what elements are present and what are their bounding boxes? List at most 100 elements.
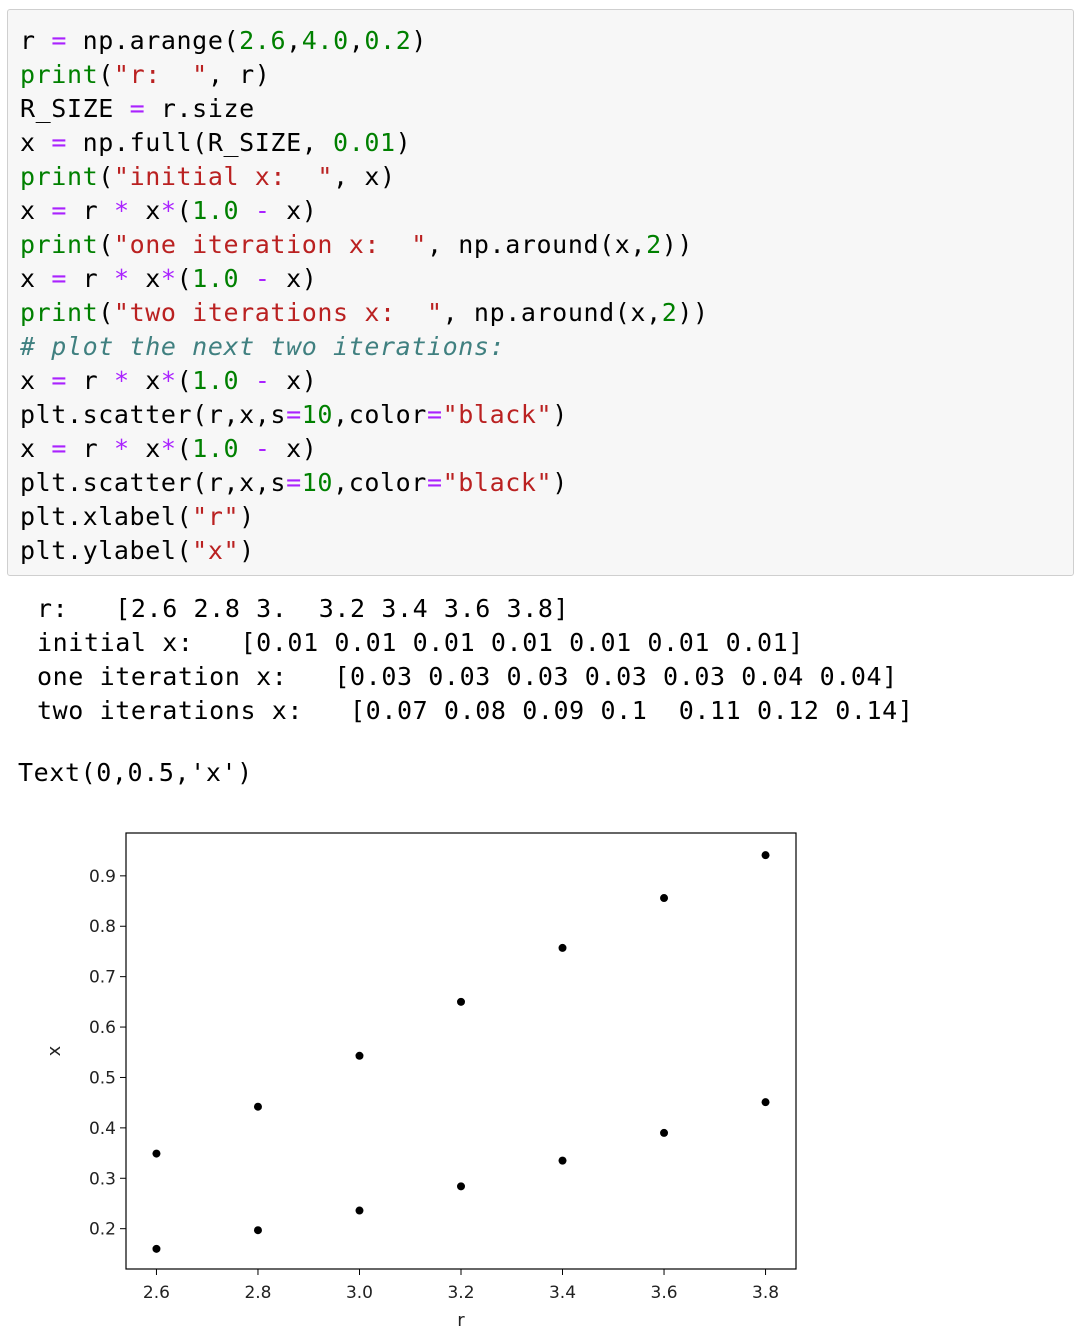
code-token: 1.0 bbox=[192, 434, 240, 463]
code-token: "two iterations x: " bbox=[113, 298, 443, 327]
y-tick-label: 0.8 bbox=[89, 917, 116, 937]
stdout-line: one iteration x: [0.03 0.03 0.03 0.03 0.… bbox=[37, 662, 898, 691]
code-token: , bbox=[348, 26, 365, 55]
y-tick-label: 0.6 bbox=[89, 1018, 116, 1038]
x-tick-label: 3.6 bbox=[651, 1283, 678, 1303]
plot-area-frame bbox=[125, 832, 797, 1270]
code-token: x bbox=[129, 196, 161, 225]
code-token: = bbox=[286, 468, 302, 497]
scatter-point bbox=[558, 1156, 567, 1165]
code-line: plt.ylabel("x") bbox=[20, 534, 709, 568]
code-token: , bbox=[286, 26, 302, 55]
code-token: = bbox=[51, 26, 67, 55]
code-token: R_SIZE bbox=[20, 94, 130, 123]
code-line: # plot the next two iterations: bbox=[20, 330, 709, 364]
code-token: np.full(R_SIZE, bbox=[66, 128, 334, 157]
execute-result: Text(0,0.5,'x') bbox=[18, 758, 253, 787]
scatter-point bbox=[558, 943, 567, 952]
code-token bbox=[239, 196, 255, 225]
code-cell[interactable]: r = np.arange(2.6,4.0,0.2) print("r: ", r… bbox=[7, 9, 1074, 576]
code-token: print bbox=[20, 230, 99, 259]
code-token: r bbox=[20, 26, 52, 55]
code-line: print("two iterations x: ", np.around(x,… bbox=[20, 296, 709, 330]
scatter-point bbox=[457, 1182, 465, 1191]
scatter-point bbox=[761, 851, 770, 860]
code-token: * bbox=[113, 434, 130, 463]
scatter-point bbox=[253, 1226, 262, 1235]
code-line: plt.xlabel("r") bbox=[20, 500, 709, 534]
code-token bbox=[239, 366, 255, 395]
x-tick-label: 3.8 bbox=[752, 1283, 779, 1303]
code-token: "x" bbox=[192, 536, 240, 565]
code-token: 1.0 bbox=[192, 366, 240, 395]
code-token: - bbox=[254, 264, 271, 293]
x-axis-ticks: 2.6 2.8 3.0 3.2 3.4 3.6 3.8 bbox=[143, 1269, 779, 1303]
code-token: x) bbox=[270, 196, 318, 225]
code-line: print("r: ", r) bbox=[20, 58, 709, 92]
scatter-point bbox=[152, 1149, 161, 1158]
code-token: ) bbox=[239, 536, 255, 565]
scatter-point bbox=[355, 1206, 364, 1215]
code-token: ) bbox=[239, 502, 255, 531]
code-line: x = r * x*(1.0 - x) bbox=[20, 432, 709, 466]
code-token: , np.around(x, bbox=[442, 298, 662, 327]
code-token: r bbox=[66, 264, 114, 293]
code-token: x bbox=[129, 434, 161, 463]
code-token: 2 bbox=[646, 230, 662, 259]
code-token: * bbox=[113, 196, 130, 225]
code-token: 0.01 bbox=[333, 128, 396, 157]
code-token: ,color bbox=[333, 468, 427, 497]
code-token: ( bbox=[176, 434, 193, 463]
code-token: "black" bbox=[442, 400, 553, 429]
code-token: r.size bbox=[145, 94, 255, 123]
code-token: ( bbox=[176, 196, 193, 225]
data-points bbox=[152, 851, 770, 1253]
code-token: = bbox=[51, 434, 67, 463]
code-token: - bbox=[254, 196, 271, 225]
x-tick-label: 3.0 bbox=[346, 1283, 373, 1303]
code-token bbox=[239, 434, 255, 463]
x-axis-label: r bbox=[457, 1310, 465, 1331]
code-token: "initial x: " bbox=[113, 162, 334, 191]
code-token: )) bbox=[661, 230, 694, 259]
code-line: r = np.arange(2.6,4.0,0.2) bbox=[20, 24, 709, 58]
code-token: x bbox=[20, 264, 52, 293]
code-token: print bbox=[20, 60, 99, 89]
scatter-point bbox=[660, 1128, 669, 1137]
scatter-point bbox=[761, 1098, 770, 1107]
code-line: plt.scatter(r,x,s=10,color="black") bbox=[20, 398, 709, 432]
code-token: ) bbox=[395, 128, 412, 157]
code-token: 2 bbox=[661, 298, 678, 327]
scatter-plot: 2.6 2.8 3.0 3.2 3.4 3.6 3.8 0.2 0.3 0.4 0.5 0.6 0.7… bbox=[40, 820, 810, 1340]
code-token: 10 bbox=[301, 468, 334, 497]
code-token: print bbox=[20, 298, 99, 327]
stdout-output: r: [2.6 2.8 3. 3.2 3.4 3.6 3.8] initial x… bbox=[37, 592, 913, 728]
code-token: 1.0 bbox=[192, 264, 240, 293]
code-token: ( bbox=[98, 230, 114, 259]
stdout-line: two iterations x: [0.07 0.08 0.09 0.1 0.… bbox=[37, 696, 914, 725]
code-line: x = r * x*(1.0 - x) bbox=[20, 364, 709, 398]
code-line: x = r * x*(1.0 - x) bbox=[20, 262, 709, 296]
code-token: x bbox=[20, 196, 52, 225]
code-token: x bbox=[20, 366, 52, 395]
code-editor[interactable]: r = np.arange(2.6,4.0,0.2) print("r: ", r… bbox=[20, 24, 709, 568]
scatter-point bbox=[355, 1051, 364, 1060]
y-axis-label: x bbox=[44, 1045, 65, 1056]
stdout-line: r: [2.6 2.8 3. 3.2 3.4 3.6 3.8] bbox=[37, 594, 570, 623]
scatter-point bbox=[152, 1244, 161, 1253]
code-token: 10 bbox=[301, 400, 334, 429]
code-line: x = np.full(R_SIZE, 0.01) bbox=[20, 126, 709, 160]
y-tick-label: 0.9 bbox=[89, 867, 116, 887]
scatter-plot-svg: 2.6 2.8 3.0 3.2 3.4 3.6 3.8 0.2 0.3 0.4 0.5 0.6 0.7… bbox=[44, 832, 797, 1331]
code-token: "black" bbox=[442, 468, 553, 497]
code-token: print bbox=[20, 162, 99, 191]
code-token: "one iteration x: " bbox=[113, 230, 427, 259]
code-token: = bbox=[51, 264, 67, 293]
x-tick-label: 3.4 bbox=[549, 1283, 576, 1303]
code-token: x bbox=[129, 264, 161, 293]
code-token: x bbox=[20, 128, 52, 157]
code-token: ( bbox=[98, 162, 114, 191]
scatter-point bbox=[660, 894, 669, 903]
y-tick-label: 0.7 bbox=[89, 968, 116, 988]
code-token bbox=[239, 264, 255, 293]
